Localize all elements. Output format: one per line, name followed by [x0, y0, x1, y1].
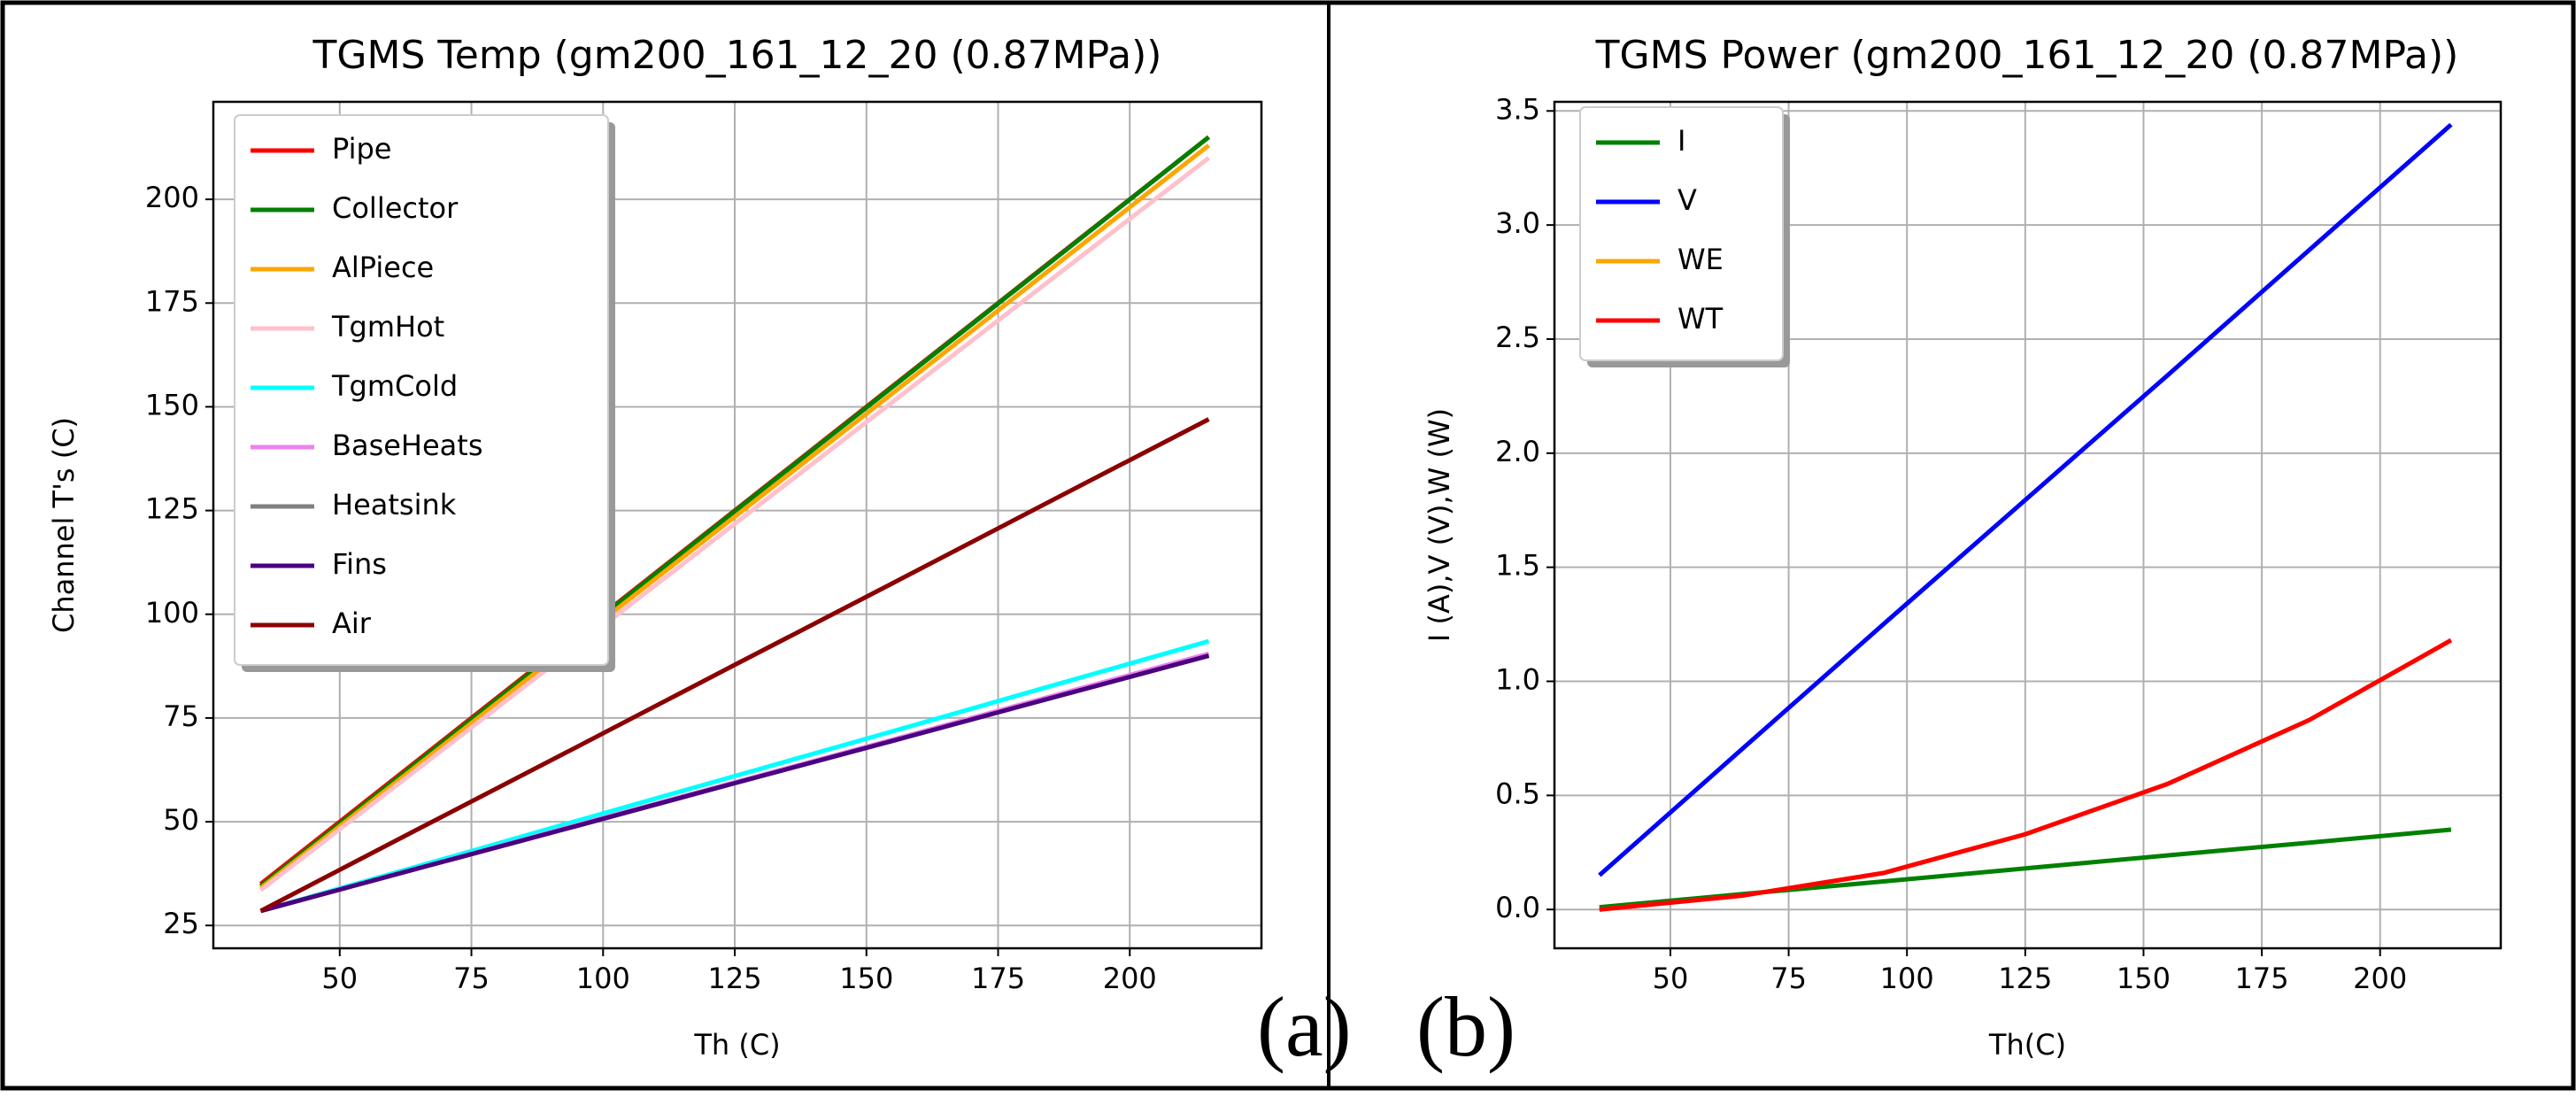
legend-label: BaseHeats: [332, 429, 483, 462]
chart-title: TGMS Temp (gm200_161_12_20 (0.87MPa)): [312, 33, 1162, 78]
y-tick-label: 25: [163, 907, 199, 940]
legend-label: Pipe: [332, 132, 391, 166]
y-tick-label: 1.5: [1495, 549, 1540, 583]
plot-frame: [212, 100, 1263, 950]
legend-label: I: [1677, 124, 1685, 158]
legend-label: WT: [1677, 302, 1724, 336]
y-tick-label: 3.5: [1495, 92, 1540, 126]
y-tick-label: 150: [145, 388, 199, 421]
x-axis-label: Th(C): [1988, 1028, 2066, 1062]
y-tick-label: 1.0: [1495, 663, 1540, 697]
panel-label: (b): [1416, 979, 1516, 1074]
y-tick-label: 100: [145, 596, 199, 630]
x-tick-label: 100: [1880, 962, 1934, 995]
x-tick-label: 125: [1998, 962, 2052, 995]
series-line: [258, 156, 1211, 892]
x-tick-label: 125: [707, 962, 761, 995]
panel-label: (a): [1257, 979, 1352, 1074]
x-tick-label: 100: [576, 962, 630, 995]
legend: [1579, 106, 1784, 361]
series-line: [259, 653, 1210, 914]
y-axis-label: I (A),V (V),W (W): [1423, 408, 1456, 642]
x-tick-label: 175: [2235, 962, 2289, 995]
x-tick-label: 200: [2353, 962, 2407, 995]
legend-label: V: [1677, 183, 1697, 217]
chart-title: TGMS Power (gm200_161_12_20 (0.87MPa)): [1595, 33, 2459, 78]
legend: [234, 114, 609, 666]
x-axis-label: Th (C): [693, 1028, 780, 1062]
series-line: [259, 417, 1210, 914]
series-line: [258, 143, 1211, 890]
y-tick-label: 75: [163, 699, 199, 733]
plot-frame: [1553, 100, 2503, 950]
legend-label: Heatsink: [332, 488, 457, 522]
legend-label: Collector: [332, 191, 459, 225]
x-tick-label: 200: [1103, 962, 1157, 995]
y-tick-label: 3.0: [1495, 206, 1540, 240]
y-tick-label: 0.0: [1495, 891, 1540, 924]
series-line: [258, 135, 1211, 888]
legend-label: Fins: [332, 547, 387, 581]
y-tick-label: 200: [145, 181, 199, 214]
y-axis-label: Channel T's (C): [47, 417, 81, 633]
series-line: [1598, 122, 2453, 877]
x-tick-label: 75: [1770, 962, 1807, 995]
x-tick-label: 50: [321, 962, 358, 995]
y-tick-label: 50: [163, 803, 199, 837]
x-tick-label: 150: [839, 962, 893, 995]
x-tick-label: 75: [453, 962, 490, 995]
y-tick-label: 2.0: [1495, 435, 1540, 468]
legend-label: TgmCold: [331, 369, 458, 403]
legend-label: AlPiece: [332, 251, 434, 284]
x-tick-label: 150: [2117, 962, 2171, 995]
y-tick-label: 175: [145, 284, 199, 318]
y-tick-label: 125: [145, 492, 199, 526]
y-tick-label: 0.5: [1495, 777, 1540, 810]
x-tick-label: 50: [1653, 962, 1689, 995]
series-line: [1599, 638, 2453, 912]
legend-label: Air: [332, 607, 372, 640]
legend-label: WE: [1677, 243, 1724, 276]
x-tick-label: 175: [971, 962, 1025, 995]
y-tick-label: 2.5: [1495, 321, 1540, 354]
legend-label: TgmHot: [331, 310, 444, 344]
